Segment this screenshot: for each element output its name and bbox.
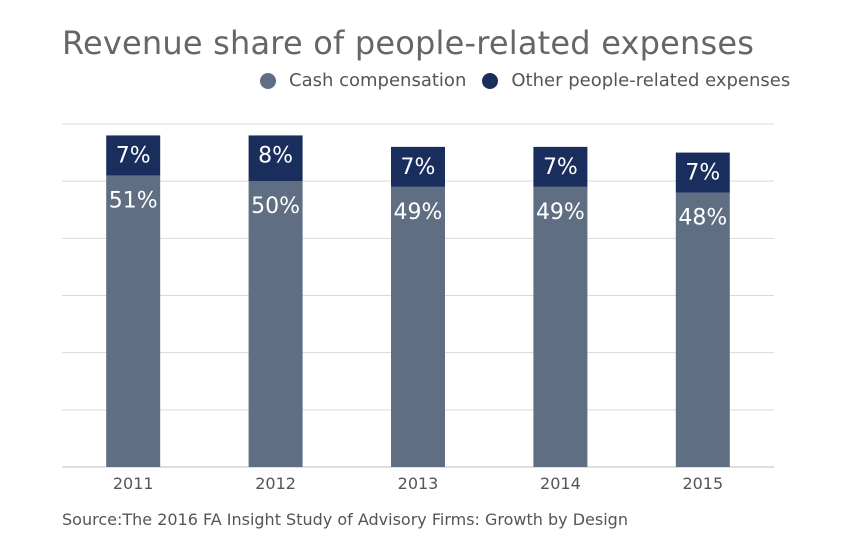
bar-other-expenses-2013	[391, 146, 445, 187]
source-note: Source:The 2016 FA Insight Study of Advi…	[62, 510, 628, 529]
data-label-other-expenses-2011: 7%	[116, 143, 151, 168]
bar-cash-compensation-2013	[391, 186, 445, 467]
legend-label-cash-compensation: Cash compensation	[289, 70, 467, 91]
x-tick-label-2012: 2012	[255, 474, 296, 493]
data-label-other-expenses-2013: 7%	[401, 155, 436, 180]
legend-swatch-cash-compensation	[260, 72, 276, 89]
bar-cash-compensation-2011	[106, 175, 161, 467]
chart-title: Revenue share of people-related expenses	[62, 24, 755, 62]
data-label-other-expenses-2012: 8%	[258, 143, 293, 168]
bar-cash-compensation-2014	[533, 186, 588, 467]
bar-other-expenses-2014	[533, 146, 588, 187]
legend-item-other-expenses: Other people-related expenses	[482, 70, 790, 91]
data-label-cash-compensation-2014: 49%	[536, 200, 585, 225]
data-label-other-expenses-2015: 7%	[685, 161, 720, 186]
bar-other-expenses-2011	[106, 135, 161, 176]
data-label-cash-compensation-2011: 51%	[109, 188, 158, 213]
data-label-cash-compensation-2013: 49%	[394, 200, 443, 225]
legend-swatch-other-expenses	[482, 72, 499, 89]
bar-other-expenses-2015	[675, 152, 730, 193]
x-tick-label-2015: 2015	[682, 474, 723, 493]
bar-other-expenses-2012	[248, 135, 303, 182]
x-tick-label-2013: 2013	[398, 474, 439, 493]
x-tick-label-2014: 2014	[540, 474, 581, 493]
bar-cash-compensation-2015	[675, 192, 730, 467]
legend-item-cash-compensation: Cash compensation	[260, 70, 466, 91]
bar-cash-compensation-2012	[248, 181, 303, 467]
data-label-cash-compensation-2012: 50%	[251, 194, 300, 219]
x-tick-label-2011: 2011	[113, 474, 154, 493]
data-label-other-expenses-2014: 7%	[543, 155, 578, 180]
legend-label-other-expenses: Other people-related expenses	[511, 70, 791, 91]
legend: Cash compensation Other people-related e…	[260, 70, 790, 91]
data-label-cash-compensation-2015: 48%	[678, 206, 727, 231]
